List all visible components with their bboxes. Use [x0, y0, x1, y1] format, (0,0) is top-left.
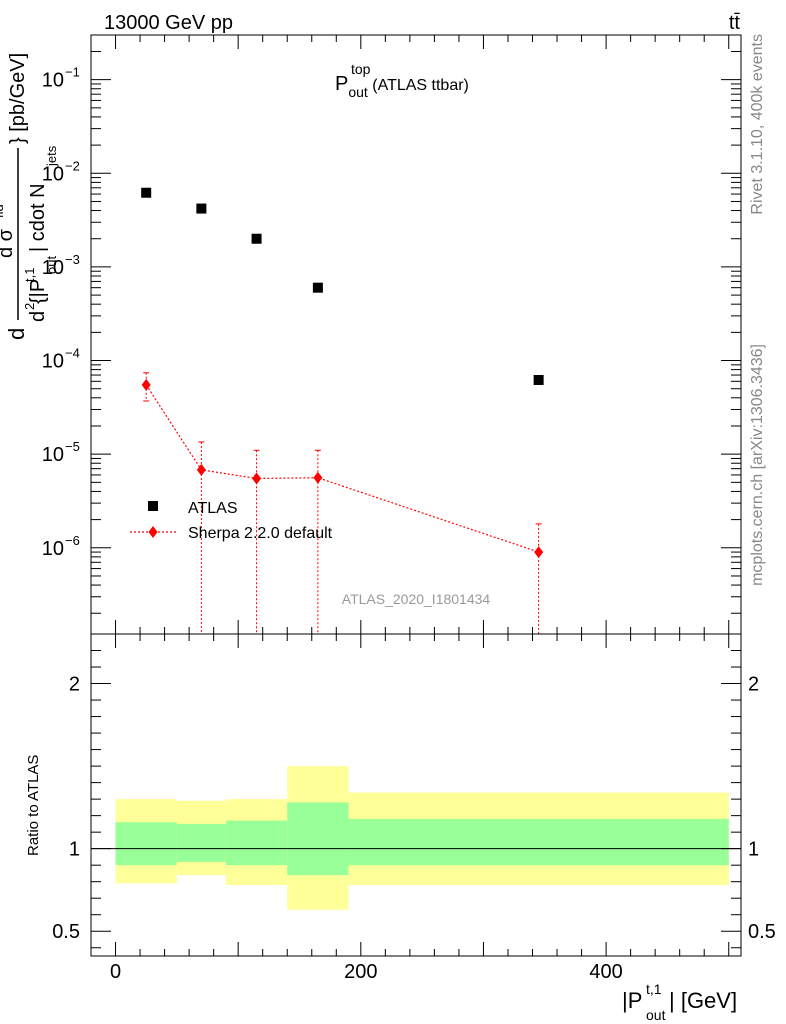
mcplots-label: mcplots.cern.ch [arXiv:1306.3436] [749, 344, 766, 586]
y-tick-label-exponent: −3 [65, 252, 80, 267]
data-point-sherpa [534, 546, 544, 559]
legend: ATLAS Sherpa 2.2.0 default [130, 500, 333, 542]
ylabel-den-p-sub: out [44, 256, 59, 274]
y-tick-label-exponent: −4 [65, 346, 80, 361]
ratio-frame [90, 633, 742, 957]
x-tick-label: 200 [344, 961, 377, 983]
ratio-band-inner [287, 802, 349, 876]
y-tick-label: 10 [42, 70, 64, 92]
x-axis-label: |P t,1 out | [GeV] [622, 981, 737, 1023]
process-label: tt̄ [729, 12, 741, 34]
ratio-y-tick-label: 0.5 [52, 921, 80, 943]
xlabel-sup: t,1 [646, 981, 662, 997]
analysis-watermark: ATLAS_2020_I1801434 [342, 591, 491, 607]
main-x-ticks [115, 35, 730, 634]
title-sup: top [351, 61, 371, 77]
ratio-x-axis: 0 200 400 [110, 634, 730, 983]
ylabel-den-pre: d [27, 311, 49, 322]
data-point-sherpa [252, 472, 262, 485]
data-point-atlas [251, 233, 262, 244]
data-point-atlas [196, 203, 207, 214]
data-point-atlas [141, 187, 152, 198]
ylabel-den-post: | cdot N [27, 183, 49, 252]
energy-label: 13000 GeV pp [104, 12, 233, 34]
ratio-y-tick-label-right: 1 [748, 839, 759, 861]
ylabel-den-sup: 2 [22, 303, 37, 310]
y-tick-label-exponent: −5 [65, 439, 80, 454]
legend-label-atlas: ATLAS [188, 500, 238, 517]
data-point-sherpa [313, 471, 323, 484]
xlabel-sub: out [646, 1007, 666, 1023]
title-sub: out [348, 84, 368, 100]
y-tick-label: 10 [42, 538, 64, 560]
ylabel-unit: } [pb/GeV] [7, 53, 29, 144]
main-frame [90, 34, 742, 635]
ratio-y-tick-label: 1 [69, 839, 80, 861]
y-tick-label: 10 [42, 257, 64, 279]
legend-marker-sherpa [148, 526, 158, 538]
ylabel-den-mid: {|P [27, 279, 49, 304]
y-tick-label-exponent: −1 [65, 65, 80, 80]
xlabel-post: | [GeV] [669, 988, 737, 1013]
y-tick-label: 10 [42, 444, 64, 466]
ratio-bands [115, 766, 729, 910]
ratio-y-tick-label-right: 2 [748, 674, 759, 696]
x-tick-label: 0 [110, 961, 121, 983]
data-point-sherpa [141, 378, 151, 391]
data-point-atlas [312, 282, 323, 293]
ratio-band-inner [225, 820, 288, 866]
y-tick-label: 10 [42, 351, 64, 373]
main-series-layer [141, 187, 544, 634]
rivet-label: Rivet 3.1.10, 400k events [749, 34, 766, 215]
ylabel-numerator: d σ [0, 228, 17, 258]
ylabel-d-prefix: d [4, 328, 29, 340]
ratio-y-axis: 0.5 0.5 1 1 2 2 [52, 650, 776, 949]
ylabel-numerator-sup: fid [0, 204, 6, 218]
data-point-atlas [533, 374, 544, 385]
main-ylabel: d d σ fid d 2 {|P t,1 out | cdot N jets … [0, 53, 59, 340]
ratio-y-tick-label-right: 0.5 [748, 921, 776, 943]
title-main: P [335, 73, 348, 95]
legend-label-sherpa: Sherpa 2.2.0 default [188, 525, 333, 542]
ratio-y-tick-label: 2 [69, 674, 80, 696]
legend-marker-atlas [148, 501, 158, 511]
ratio-band-inner [115, 822, 177, 866]
title-suffix: (ATLAS ttbar) [368, 77, 469, 94]
y-tick-label-exponent: −2 [65, 158, 80, 173]
plot-title: Pout (ATLAS ttbar) [335, 73, 469, 100]
ratio-band-inner [348, 818, 729, 866]
ratio-ylabel: Ratio to ATLAS [25, 755, 42, 856]
xlabel-pre: |P [622, 988, 642, 1013]
data-point-sherpa [196, 463, 206, 476]
y-tick-label-exponent: −6 [65, 533, 80, 548]
y-tick-label: 10 [42, 163, 64, 185]
ylabel-den-p-sup: t,1 [22, 268, 37, 282]
ylabel-den-n-sub: jets [44, 145, 59, 167]
main-y-axis: 10−610−510−410−310−210−1 [42, 50, 741, 614]
x-tick-label: 400 [589, 961, 622, 983]
ratio-band-inner [176, 823, 226, 862]
